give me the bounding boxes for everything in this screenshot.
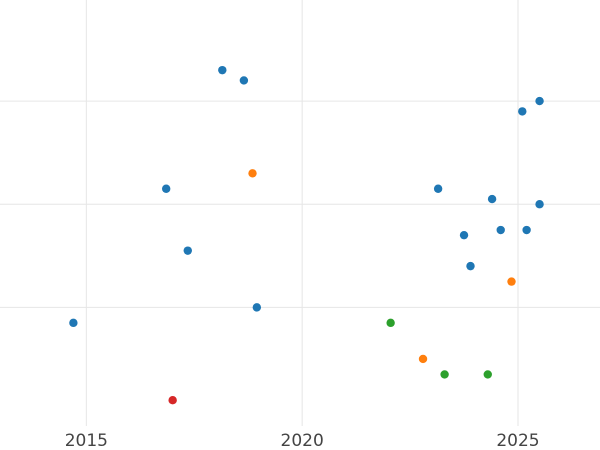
data-point xyxy=(459,230,469,240)
data-point xyxy=(487,194,497,204)
data-point xyxy=(386,318,395,328)
data-point xyxy=(161,184,171,193)
data-points xyxy=(69,65,544,405)
data-point xyxy=(440,370,449,379)
x-tick-label: 2020 xyxy=(281,431,324,450)
grid xyxy=(0,0,600,426)
data-point xyxy=(69,318,78,328)
data-point xyxy=(466,261,475,271)
data-point xyxy=(418,354,428,364)
data-point xyxy=(248,169,257,178)
data-point xyxy=(239,76,249,85)
data-point xyxy=(496,225,505,235)
data-point xyxy=(252,303,262,312)
data-point xyxy=(535,200,544,209)
data-point xyxy=(522,225,531,235)
data-point xyxy=(168,396,177,405)
data-point xyxy=(507,277,516,286)
data-point xyxy=(518,107,527,116)
data-point xyxy=(483,370,492,379)
data-point xyxy=(433,184,443,193)
x-axis-ticks: 2015 2020 2025 xyxy=(65,431,540,450)
data-point xyxy=(183,246,192,255)
data-point xyxy=(218,65,227,75)
x-tick-label: 2015 xyxy=(65,431,108,450)
x-tick-label: 2025 xyxy=(496,431,539,450)
data-point xyxy=(535,96,544,106)
